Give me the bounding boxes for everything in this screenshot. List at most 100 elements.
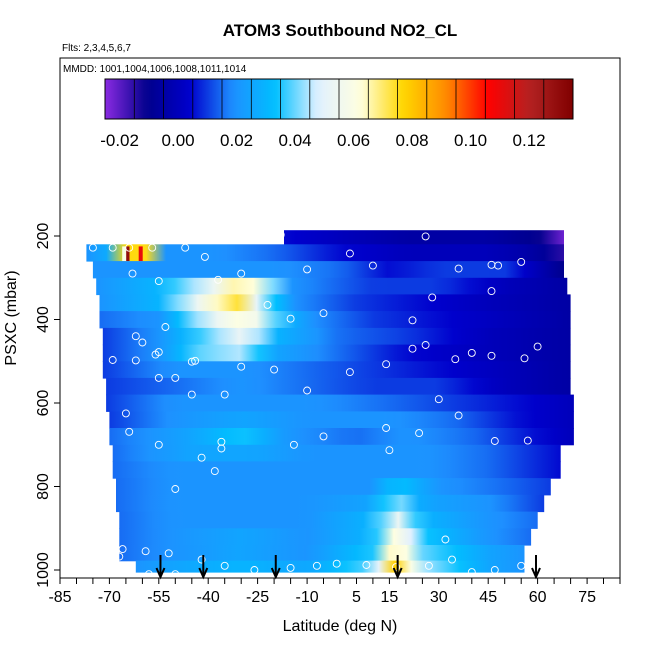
- x-axis-label: Latitude (deg N): [283, 618, 398, 635]
- observation-point: [566, 231, 575, 240]
- observation-point: [118, 545, 127, 554]
- observation-point: [487, 287, 496, 296]
- x-axis-tick-label: -70: [98, 589, 121, 606]
- observation-point: [517, 561, 526, 570]
- y-axis-tick-label: 200: [35, 223, 52, 250]
- observation-point: [428, 293, 437, 302]
- heatmap-band: [116, 478, 551, 496]
- observation-point: [289, 440, 298, 449]
- y-axis: 200 400 600 800 1000: [35, 223, 60, 588]
- observation-point: [148, 243, 157, 252]
- colorbar-tick-label: 0.00: [162, 131, 195, 150]
- observation-point: [154, 277, 163, 286]
- heatmap-band: [284, 230, 564, 245]
- chart-subtitle-flights: Flts: 2,3,4,5,6,7: [62, 43, 131, 54]
- observation-point: [467, 348, 476, 357]
- observation-point: [332, 559, 341, 568]
- heatmap-band: [135, 560, 525, 573]
- observation-point: [125, 243, 134, 252]
- observation-point: [125, 427, 134, 436]
- observation-point: [108, 243, 117, 252]
- profile-arrows: [155, 555, 541, 580]
- observation-point: [197, 453, 206, 462]
- observation-point: [494, 261, 503, 270]
- x-axis-tick-label: -85: [48, 589, 71, 606]
- x-axis-tick-label: -10: [296, 589, 319, 606]
- profile-arrow: [155, 555, 166, 580]
- profile-arrow: [270, 555, 281, 580]
- observation-point: [345, 249, 354, 258]
- observation-point: [214, 275, 223, 284]
- observation-point: [210, 467, 219, 476]
- observation-point: [286, 563, 295, 572]
- y-axis-tick-label: 1000: [35, 552, 52, 588]
- observation-point: [187, 390, 196, 399]
- observation-point: [263, 300, 272, 309]
- observation-point: [200, 252, 209, 261]
- observation-point: [303, 386, 312, 395]
- observation-point: [121, 409, 130, 418]
- observation-point: [467, 568, 476, 577]
- observation-point: [154, 440, 163, 449]
- observation-point: [286, 314, 295, 323]
- observation-point: [517, 257, 526, 266]
- observation-point: [237, 362, 246, 371]
- observation-point: [523, 436, 532, 445]
- observation-point: [171, 485, 180, 493]
- observation-point: [408, 344, 417, 353]
- observation-point: [441, 535, 450, 544]
- observation-point: [362, 561, 371, 569]
- observation-point: [217, 444, 226, 453]
- x-axis-tick-label: 30: [430, 589, 448, 606]
- heatmap-hot-spot: [125, 246, 130, 261]
- heatmap-hot-spot: [122, 246, 127, 261]
- observation-point: [138, 338, 147, 347]
- heatmap-band: [109, 411, 574, 429]
- observation-point: [415, 429, 424, 438]
- observation-point: [141, 547, 150, 556]
- observation-point: [72, 243, 81, 252]
- heatmap-hot-spot: [138, 246, 143, 261]
- heatmap-band: [116, 494, 545, 513]
- heatmap-band: [102, 344, 571, 362]
- chart-title: ATOM3 Southbound NO2_CL: [223, 21, 458, 40]
- colorbar-tick-label: 0.12: [513, 131, 546, 150]
- observation-point: [115, 552, 124, 561]
- observation-point: [250, 566, 259, 574]
- observation-point: [382, 424, 391, 432]
- observation-point: [454, 264, 463, 273]
- colorbar-tick-label: 0.10: [454, 131, 487, 150]
- x-axis-tick-label: 15: [381, 589, 399, 606]
- observation-point: [319, 432, 328, 441]
- colorbar-tick-label: 0.04: [279, 131, 312, 150]
- chart-subtitle-dates: MMDD: 1001,1004,1006,1008,1011,1014: [63, 64, 247, 75]
- observation-point: [191, 356, 200, 365]
- heatmap-band: [86, 244, 565, 262]
- observation-point: [421, 341, 430, 349]
- observation-point: [270, 365, 279, 374]
- colorbar-tick-label: 0.08: [396, 131, 429, 150]
- observation-point: [424, 561, 433, 570]
- observation-point: [312, 561, 321, 570]
- colorbar-tick-label: 0.06: [337, 131, 370, 150]
- observation-point: [451, 355, 460, 364]
- observation-point: [434, 395, 443, 404]
- observation-point: [533, 342, 542, 351]
- heatmap-field: [86, 230, 574, 573]
- heatmap-band: [106, 394, 574, 412]
- observation-point: [161, 323, 170, 331]
- observation-point: [131, 356, 140, 365]
- x-axis-tick-label: 75: [578, 589, 596, 606]
- heatmap-band: [112, 461, 561, 479]
- heatmap-band: [119, 545, 525, 562]
- x-axis-tick-label: -25: [246, 589, 269, 606]
- observation-point: [276, 230, 285, 239]
- profile-arrow: [198, 555, 209, 580]
- x-axis: -85 -70 -55 -40 -25 -10 5 15 30 45 60 75: [48, 578, 621, 606]
- observation-point: [408, 316, 417, 325]
- heatmap-band: [102, 327, 571, 346]
- observation-point: [490, 437, 499, 445]
- observation-point: [108, 356, 117, 364]
- heatmap-band: [102, 361, 571, 379]
